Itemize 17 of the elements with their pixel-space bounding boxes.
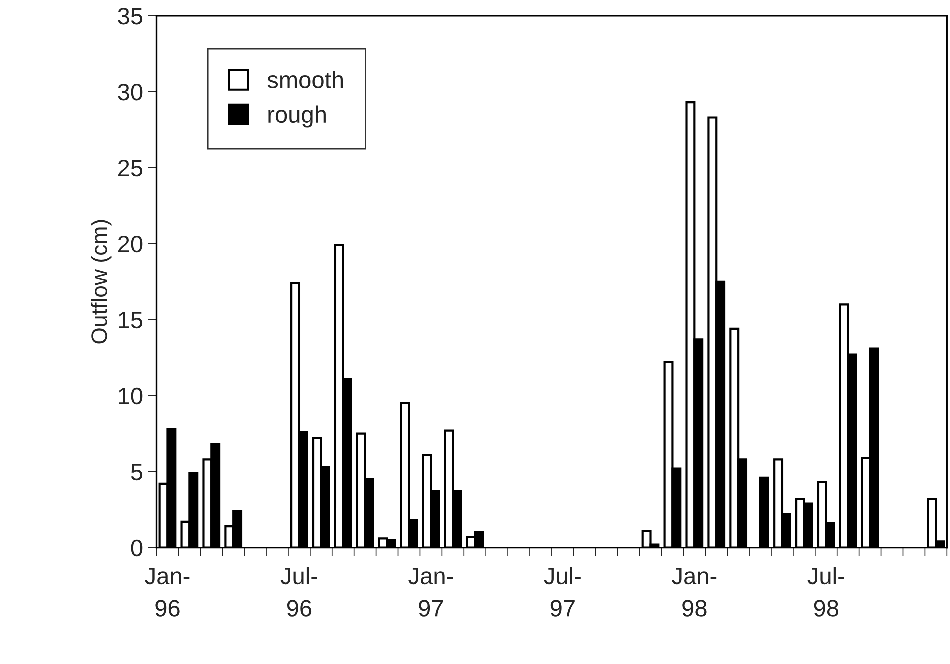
x-tick-label: Jul- 96 bbox=[280, 567, 318, 617]
x-tick-label: Jul- 97 bbox=[544, 567, 581, 617]
legend-label: smooth bbox=[268, 71, 343, 88]
y-tick-label: 10 bbox=[119, 388, 143, 405]
x-tick-label: Jan- 97 bbox=[408, 568, 454, 617]
x-tick-label: Jan- 98 bbox=[672, 568, 717, 617]
legend-label: rough bbox=[268, 106, 326, 128]
y-tick-label: 20 bbox=[118, 236, 143, 253]
x-tick-label: Jul- 98 bbox=[808, 567, 844, 617]
y-tick-label: 30 bbox=[118, 84, 143, 101]
y-tick-label: 25 bbox=[118, 160, 143, 177]
y-axis-title: Outflow (cm) bbox=[91, 220, 112, 344]
x-tick-label: Jan- 96 bbox=[145, 568, 190, 617]
y-tick-label: 35 bbox=[118, 8, 143, 25]
y-tick-label: 5 bbox=[131, 464, 143, 481]
y-tick-label: 0 bbox=[131, 540, 143, 557]
y-tick-label: 15 bbox=[119, 312, 143, 329]
